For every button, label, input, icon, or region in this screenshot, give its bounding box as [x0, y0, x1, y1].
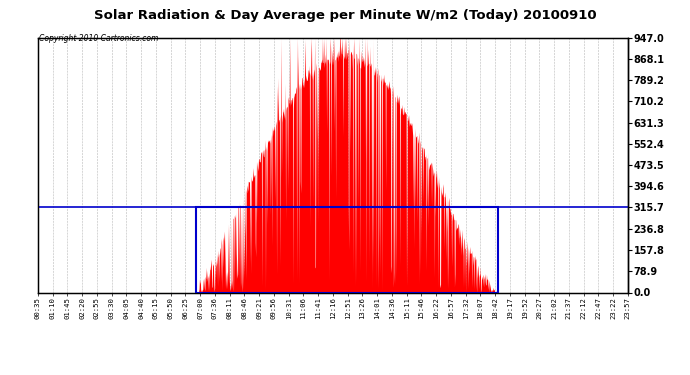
Bar [196, 207, 498, 292]
Text: Copyright 2010 Cartronics.com: Copyright 2010 Cartronics.com [39, 34, 159, 43]
Text: Solar Radiation & Day Average per Minute W/m2 (Today) 20100910: Solar Radiation & Day Average per Minute… [94, 9, 596, 22]
